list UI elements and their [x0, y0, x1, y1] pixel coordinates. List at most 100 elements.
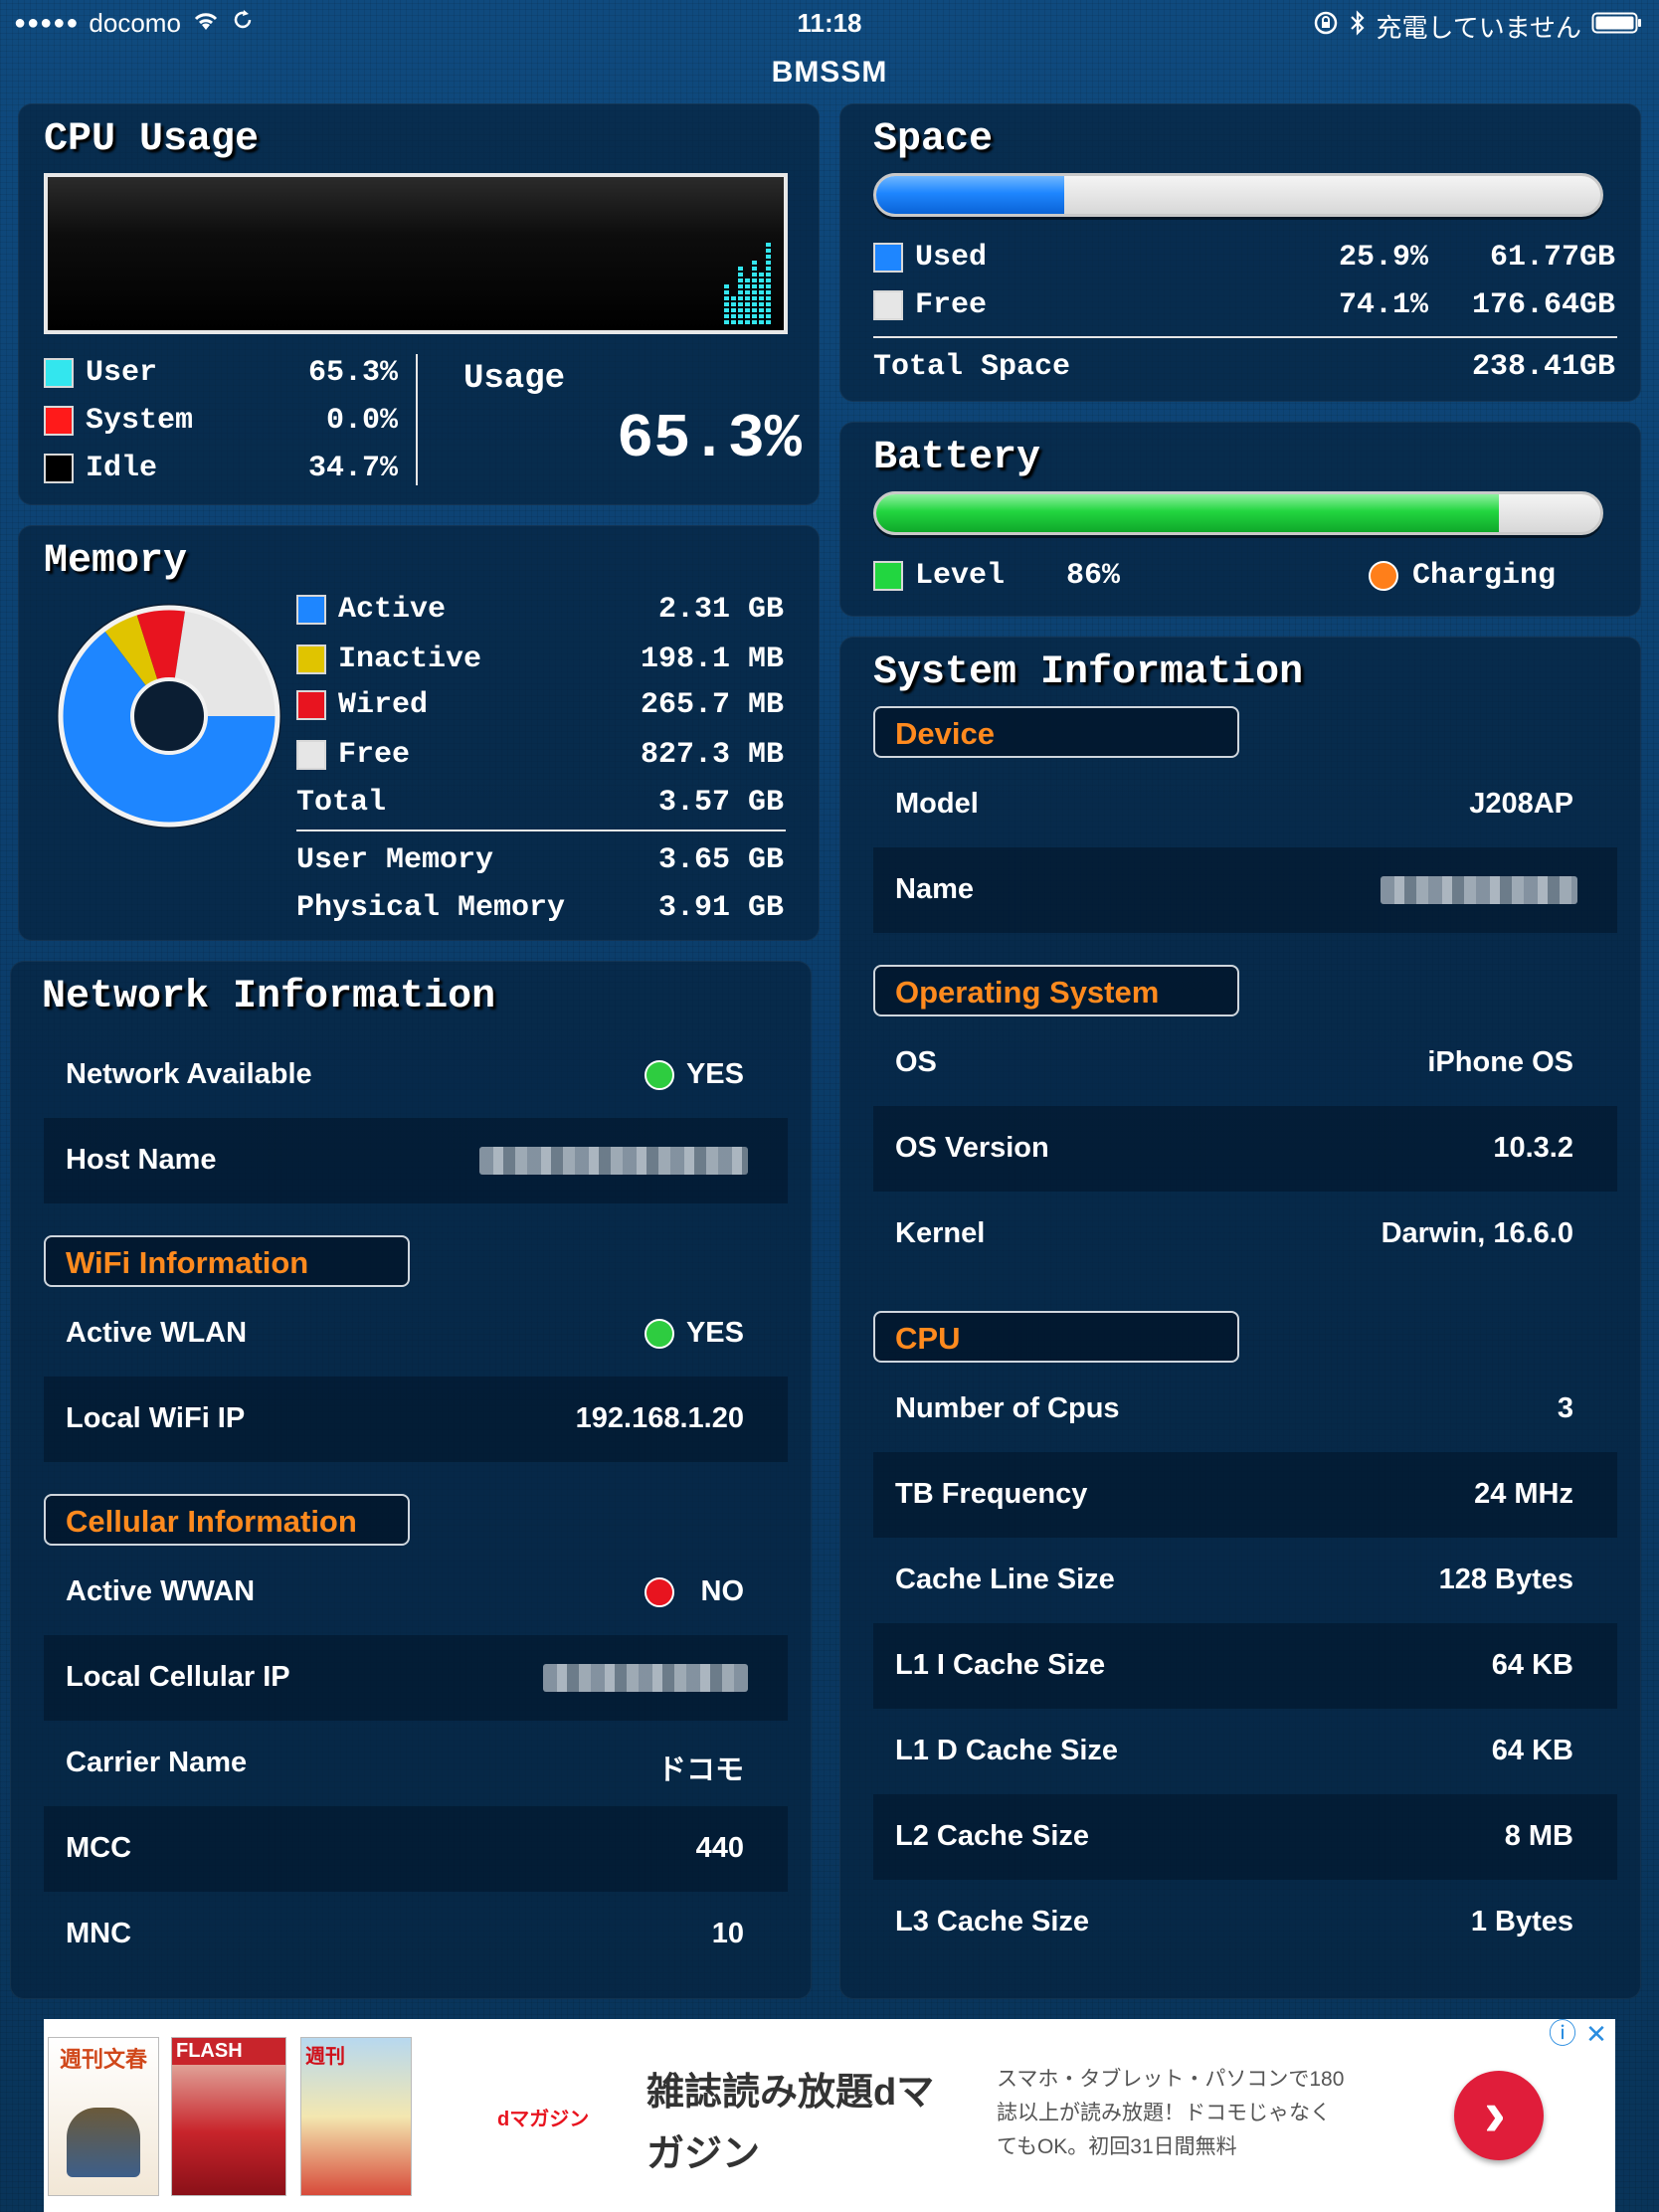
cpu-history-cell	[759, 314, 764, 318]
carrier-name-label: Carrier Name	[66, 1747, 248, 1778]
cpu-history-cell	[745, 278, 750, 282]
space-free-label: Free	[915, 288, 988, 322]
cache-line-size-label: Cache Line Size	[895, 1564, 1115, 1595]
status-bar: ●●●●● docomo 11:18 充電していません	[0, 0, 1659, 44]
info-icon: ⓘ	[1548, 2018, 1576, 2049]
network-available-label: Network Available	[66, 1058, 312, 1090]
host-name-value-redacted	[479, 1147, 748, 1175]
memory-wired-value: 265.7 MB	[640, 688, 784, 722]
active-wlan-indicator-icon	[645, 1319, 674, 1349]
ad-banner[interactable]: 週刊文春 FLASH 週刊 dマガジン 雑誌読み放題dマ ガジン スマホ・タブレ…	[44, 2019, 1615, 2212]
cpu-history-cell	[738, 267, 743, 271]
active-wwan-value: NO	[700, 1575, 745, 1607]
cpu-usage-title: CPU Usage	[44, 117, 260, 162]
space-usage-bar	[873, 173, 1603, 217]
memory-title: Memory	[44, 539, 188, 584]
num-cpus-value: 3	[1557, 1392, 1573, 1424]
device-section-label: Device	[873, 706, 1239, 758]
cpu-user-swatch	[44, 358, 74, 388]
cpu-history-cell	[759, 302, 764, 306]
battery-icon	[1591, 11, 1643, 42]
cpu-history-cell	[759, 320, 764, 324]
battery-level-fill	[876, 494, 1500, 532]
memory-free-label: Free	[338, 738, 411, 772]
memory-free-swatch	[296, 740, 326, 770]
user-memory-label: User Memory	[296, 843, 494, 877]
cpu-history-cell	[724, 290, 729, 294]
cpu-history-cell	[724, 284, 729, 288]
cpu-history-cell	[752, 273, 757, 276]
num-cpus-label: Number of Cpus	[895, 1392, 1120, 1424]
kernel-label: Kernel	[895, 1217, 986, 1249]
os-version-row: OS Version 10.3.2	[873, 1106, 1617, 1192]
wifi-section-label: WiFi Information	[44, 1235, 410, 1287]
active-wwan-indicator-icon	[645, 1577, 674, 1607]
cpu-divider	[416, 354, 418, 485]
cpu-history-cell	[724, 308, 729, 312]
ad-cover-2: FLASH	[171, 2037, 286, 2196]
network-title: Network Information	[42, 975, 496, 1019]
cpu-system-label: System	[86, 404, 194, 438]
cpu-row-l3-cache: L3 Cache Size 1 Bytes	[873, 1880, 1617, 1965]
cpu-history-cell	[766, 255, 771, 259]
bluetooth-icon	[1349, 9, 1367, 44]
cpu-history-cell	[766, 261, 771, 265]
cpu-history-cell	[738, 290, 743, 294]
cpu-idle-value: 34.7%	[307, 452, 398, 485]
wifi-icon	[191, 8, 221, 39]
status-time: 11:18	[797, 8, 862, 38]
space-panel: Space Used 25.9% 61.77GB Free 74.1% 176.…	[839, 103, 1641, 402]
model-label: Model	[895, 788, 979, 820]
cpu-usage-value: 65.3%	[616, 404, 802, 474]
mnc-row: MNC 10	[44, 1892, 788, 1977]
ad-info-button[interactable]: ⓘ	[1548, 2019, 1577, 2049]
local-wifi-ip-value: 192.168.1.20	[575, 1402, 744, 1434]
cellular-section-label: Cellular Information	[44, 1494, 410, 1546]
kernel-row: Kernel Darwin, 16.6.0	[873, 1192, 1617, 1277]
space-used-fill	[876, 176, 1064, 214]
cpu-row-num-cpus: Number of Cpus 3	[873, 1367, 1617, 1452]
signal-strength-icon: ●●●●●	[14, 12, 80, 34]
cpu-history-cell	[752, 278, 757, 282]
cpu-history-cell	[759, 290, 764, 294]
cpu-history-cell	[752, 284, 757, 288]
memory-pie-chart	[57, 604, 281, 829]
active-wwan-row: Active WWAN NO	[44, 1550, 788, 1635]
network-available-indicator-icon	[645, 1060, 674, 1090]
cpu-usage-graph	[44, 173, 788, 334]
memory-inactive-value: 198.1 MB	[640, 643, 784, 676]
local-cellular-ip-row: Local Cellular IP	[44, 1635, 788, 1721]
os-version-label: OS Version	[895, 1132, 1049, 1164]
cpu-history-cell	[766, 296, 771, 300]
carrier-name: docomo	[89, 8, 181, 38]
local-cellular-ip-label: Local Cellular IP	[66, 1661, 290, 1693]
cpu-row-tb-frequency: TB Frequency 24 MHz	[873, 1452, 1617, 1538]
l1i-cache-label: L1 I Cache Size	[895, 1649, 1106, 1681]
cpu-history-cell	[759, 273, 764, 276]
cpu-history-cell	[766, 290, 771, 294]
cpu-idle-swatch	[44, 454, 74, 483]
ad-arrow-button[interactable]: ›	[1454, 2071, 1544, 2160]
ad-close-button[interactable]: ✕	[1581, 2019, 1611, 2049]
ad-cover-1: 週刊文春	[48, 2037, 159, 2196]
os-value: iPhone OS	[1427, 1046, 1573, 1078]
kernel-value: Darwin, 16.6.0	[1381, 1217, 1573, 1249]
cpu-user-label: User	[86, 356, 158, 390]
cpu-history-cell	[738, 320, 743, 324]
l1d-cache-value: 64 KB	[1491, 1735, 1573, 1766]
cpu-history-cell	[724, 296, 729, 300]
battery-panel: Battery Level 86% Charging	[839, 422, 1641, 617]
cpu-history-cell	[745, 320, 750, 324]
cpu-history-cell	[766, 267, 771, 271]
cpu-history-cell	[759, 278, 764, 282]
space-total-size: 238.41GB	[1471, 350, 1615, 384]
cpu-history-cell	[752, 296, 757, 300]
memory-free-value: 827.3 MB	[640, 738, 784, 772]
space-title: Space	[873, 117, 994, 162]
cpu-history-cell	[745, 308, 750, 312]
device-name-value-redacted	[1381, 876, 1577, 904]
device-name-label: Name	[895, 873, 974, 905]
close-icon: ✕	[1585, 2019, 1607, 2049]
os-section-label: Operating System	[873, 965, 1239, 1016]
space-free-size: 176.64GB	[1471, 288, 1615, 322]
